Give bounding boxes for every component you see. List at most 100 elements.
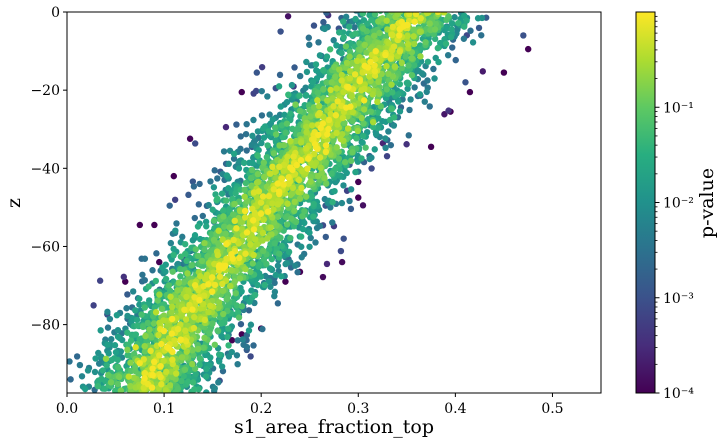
- scatter-point: [368, 165, 375, 172]
- scatter-point: [215, 379, 222, 386]
- scatter-point: [223, 255, 230, 262]
- scatter-point: [177, 336, 184, 343]
- scatter-point: [132, 331, 140, 338]
- scatter-point: [383, 3, 389, 9]
- scatter-point: [340, 34, 347, 41]
- scatter-point: [423, 12, 431, 17]
- scatter-point: [315, 39, 322, 46]
- scatter-point: [340, 88, 347, 96]
- scatter-point: [259, 325, 266, 333]
- scatter-point: [292, 101, 299, 108]
- scatter-point: [240, 159, 248, 167]
- scatter-point: [419, 12, 423, 13]
- y-axis: 0 −20 −40 −60 −80: [30, 5, 67, 334]
- scatter-point: [411, 18, 418, 25]
- scatter-point: [359, 12, 367, 17]
- scatter-point: [307, 173, 314, 181]
- scatter-point: [343, 104, 350, 111]
- scatter-point: [348, 91, 355, 99]
- scatter-point: [311, 141, 319, 148]
- scatter-point: [385, 128, 392, 135]
- scatter-point: [402, 53, 409, 60]
- scatter-point: [194, 252, 202, 260]
- scatter-point: [304, 165, 311, 172]
- scatter-point: [411, 84, 418, 91]
- scatter-point: [201, 246, 208, 254]
- scatter-point: [241, 243, 248, 251]
- scatter-point: [269, 200, 276, 207]
- scatter-point: [429, 4, 435, 10]
- scatter-point: [280, 141, 288, 149]
- scatter-point: [420, 5, 426, 11]
- scatter-point: [274, 201, 281, 208]
- scatter-point: [219, 287, 227, 295]
- scatter-point: [228, 348, 235, 356]
- scatter-point: [396, 2, 402, 8]
- scatter-point: [215, 299, 223, 306]
- scatter-point: [398, 3, 404, 9]
- scatter-point: [238, 331, 245, 338]
- scatter-point: [337, 247, 345, 255]
- scatter-point: [167, 293, 174, 300]
- scatter-point: [253, 241, 261, 248]
- scatter-point: [247, 268, 254, 275]
- scatter-point: [310, 200, 317, 208]
- scatter-point: [299, 213, 306, 220]
- scatter-point: [134, 322, 141, 329]
- scatter-point: [347, 157, 355, 165]
- scatter-point: [317, 164, 324, 171]
- scatter-point: [407, 3, 413, 9]
- scatter-point: [223, 197, 230, 204]
- scatter-point: [252, 87, 260, 95]
- scatter-point: [268, 231, 275, 238]
- x-tick-label: 0.1: [153, 401, 175, 417]
- scatter-point: [329, 219, 336, 226]
- scatter-point: [220, 207, 227, 214]
- scatter-point: [306, 41, 313, 48]
- scatter-point: [183, 348, 190, 355]
- scatter-point: [145, 283, 152, 290]
- scatter-point: [406, 4, 412, 10]
- scatter-point: [168, 330, 175, 337]
- scatter-point: [136, 301, 143, 308]
- scatter-point: [416, 91, 424, 98]
- scatter-point: [346, 48, 354, 56]
- scatter-point: [297, 139, 305, 146]
- x-tick-label: 0.0: [56, 401, 78, 417]
- scatter-point: [320, 85, 327, 93]
- scatter-point: [114, 363, 122, 371]
- scatter-point: [292, 218, 300, 226]
- scatter-point: [190, 183, 198, 190]
- scatter-point: [178, 354, 186, 361]
- scatter-point: [140, 384, 147, 392]
- scatter-point: [278, 242, 286, 250]
- scatter-point: [270, 206, 277, 213]
- scatter-point: [203, 271, 211, 278]
- scatter-point: [255, 188, 263, 195]
- scatter-point: [173, 220, 180, 227]
- scatter-point: [390, 122, 398, 129]
- scatter-point: [383, 62, 390, 70]
- scatter-point: [323, 12, 330, 16]
- scatter-point: [144, 319, 152, 327]
- scatter-point: [231, 273, 238, 280]
- scatter-point: [179, 233, 186, 241]
- scatter-point: [410, 33, 417, 40]
- scatter-point: [307, 234, 314, 242]
- scatter-point: [323, 53, 331, 60]
- scatter-point: [375, 114, 382, 122]
- scatter-point: [120, 273, 128, 281]
- scatter-point: [369, 91, 376, 98]
- scatter-point: [304, 155, 312, 162]
- scatter-point: [328, 79, 335, 86]
- scatter-point: [252, 236, 259, 243]
- scatter-point: [349, 108, 357, 116]
- scatter-point: [222, 262, 229, 270]
- scatter-point: [383, 4, 389, 10]
- scatter-point: [333, 144, 340, 151]
- scatter-point: [391, 114, 398, 121]
- scatter-point: [305, 34, 312, 41]
- scatter-point: [124, 291, 131, 298]
- scatter-point: [423, 88, 430, 96]
